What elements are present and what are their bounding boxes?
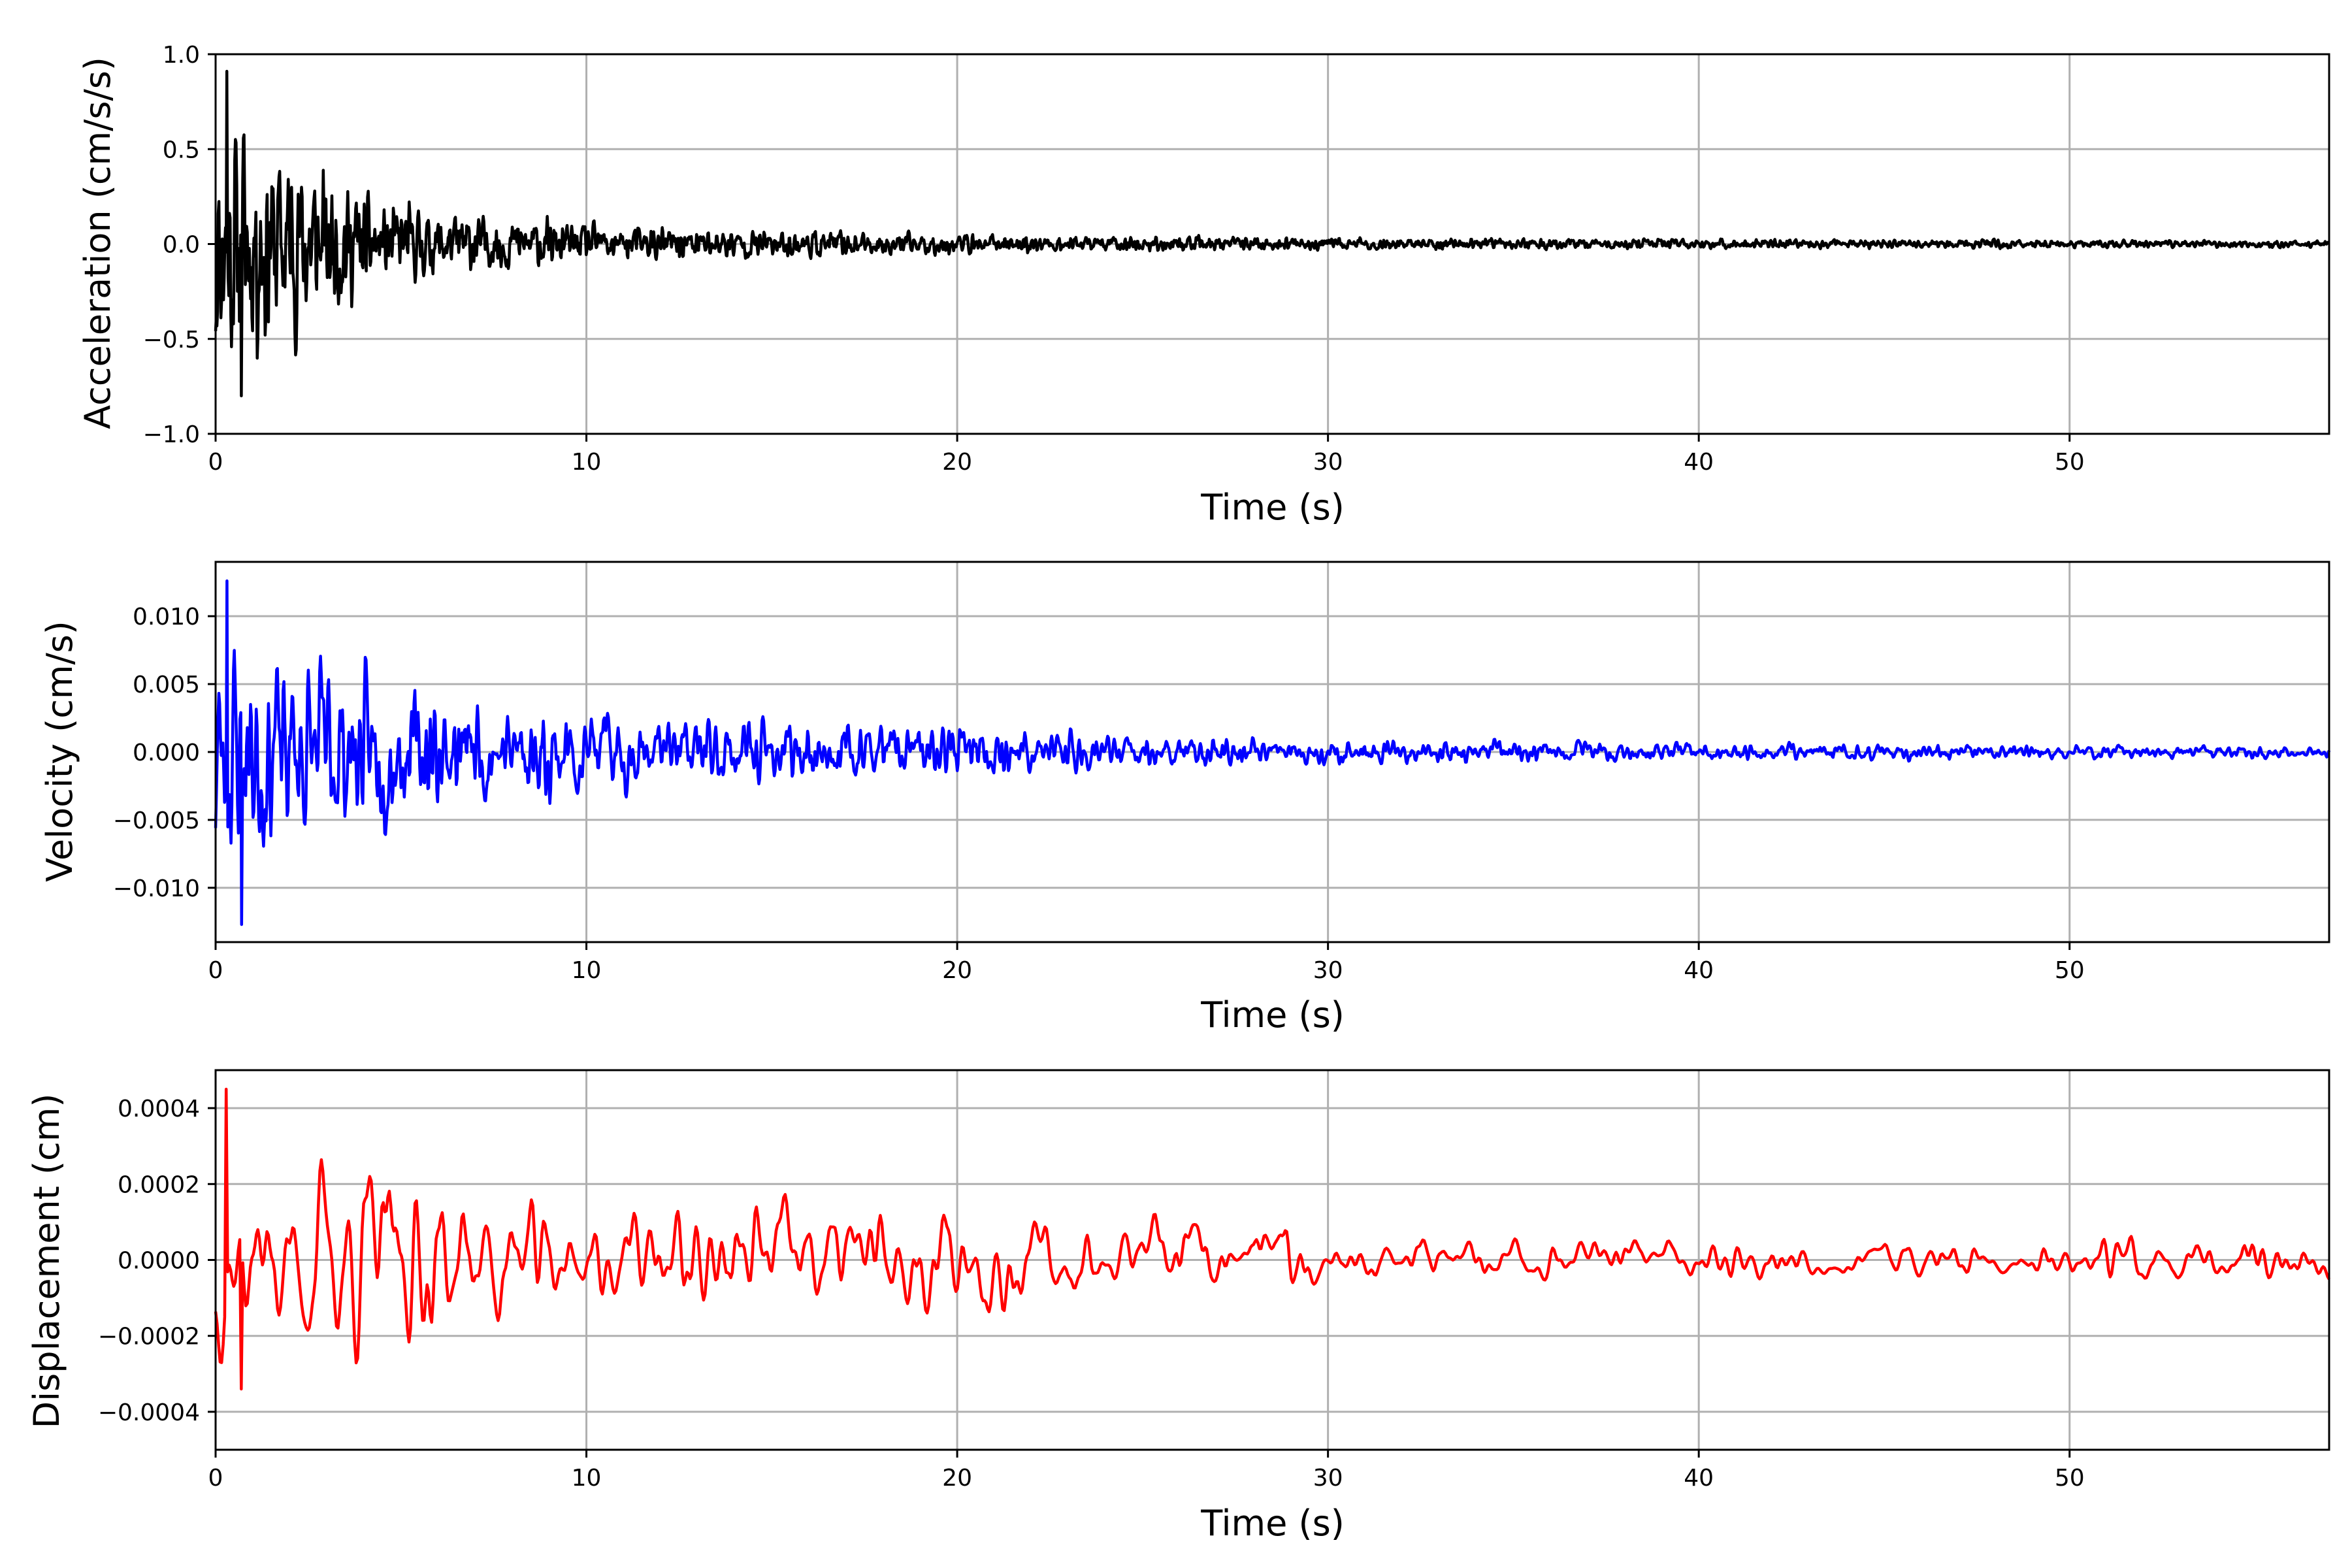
acceleration-x-tick-label: 0 bbox=[208, 449, 223, 476]
displacement-series-line bbox=[214, 1087, 2330, 1391]
acceleration-y-tick-label: −0.5 bbox=[143, 327, 200, 353]
acceleration-y-axis-title: Acceleration (cm/s/s) bbox=[77, 57, 118, 429]
velocity-x-tick-label: 50 bbox=[2055, 957, 2085, 984]
displacement-panel: Time (s) Displacement (cm) 0 10 20 30 40 50 −0… bbox=[26, 1069, 2330, 1544]
velocity-y-tick-label: −0.010 bbox=[113, 875, 200, 902]
displacement-y-tick-label: 0.0002 bbox=[118, 1171, 200, 1198]
acceleration-y-tick-label: 0.0 bbox=[163, 232, 200, 259]
acceleration-y-tick-label: −1.0 bbox=[143, 421, 200, 448]
acceleration-x-tick-label: 30 bbox=[1313, 449, 1343, 476]
velocity-x-axis-title: Time (s) bbox=[1200, 994, 1345, 1036]
acceleration-x-tick-label: 50 bbox=[2055, 449, 2085, 476]
displacement-y-tick-label: 0.0004 bbox=[118, 1096, 200, 1122]
velocity-x-tick-label: 30 bbox=[1313, 957, 1343, 984]
acceleration-panel: Time (s) Acceleration (cm/s/s) 0 10 20 30 40… bbox=[77, 42, 2330, 528]
displacement-x-tick-label: 30 bbox=[1313, 1465, 1343, 1492]
velocity-y-tick-label: 0.000 bbox=[133, 740, 200, 766]
displacement-x-tick-label: 40 bbox=[1684, 1465, 1714, 1492]
displacement-x-axis-title: Time (s) bbox=[1200, 1503, 1345, 1544]
displacement-x-tick-label: 0 bbox=[208, 1465, 223, 1492]
displacement-y-tick-label: 0.0000 bbox=[118, 1248, 200, 1275]
displacement-x-tick-label: 20 bbox=[942, 1465, 972, 1492]
velocity-y-tick-label: 0.005 bbox=[133, 672, 200, 698]
velocity-y-axis-title: Velocity (cm/s) bbox=[39, 621, 80, 882]
acceleration-x-axis-title: Time (s) bbox=[1200, 487, 1345, 528]
displacement-y-tick-label: −0.0002 bbox=[98, 1324, 200, 1350]
velocity-x-tick-label: 0 bbox=[208, 957, 223, 984]
velocity-panel: Time (s) Velocity (cm/s) 0 10 20 30 40 50 −0.0… bbox=[39, 561, 2331, 1036]
acceleration-x-tick-label: 40 bbox=[1684, 449, 1714, 476]
displacement-y-axis-title: Displacement (cm) bbox=[26, 1094, 67, 1429]
acceleration-y-tick-label: 1.0 bbox=[163, 42, 200, 69]
velocity-x-tick-label: 20 bbox=[942, 957, 972, 984]
velocity-y-tick-label: 0.010 bbox=[133, 604, 200, 630]
displacement-y-tick-label: −0.0004 bbox=[98, 1399, 200, 1426]
acceleration-x-tick-label: 20 bbox=[942, 449, 972, 476]
velocity-y-tick-label: −0.005 bbox=[113, 808, 200, 834]
velocity-x-tick-label: 10 bbox=[572, 957, 602, 984]
acceleration-y-tick-label: 0.5 bbox=[163, 137, 200, 163]
velocity-series-line bbox=[214, 579, 2331, 926]
displacement-x-tick-label: 50 bbox=[2055, 1465, 2085, 1492]
acceleration-series-line bbox=[214, 69, 2330, 398]
displacement-x-tick-label: 10 bbox=[572, 1465, 602, 1492]
acceleration-x-tick-label: 10 bbox=[572, 449, 602, 476]
velocity-x-tick-label: 40 bbox=[1684, 957, 1714, 984]
